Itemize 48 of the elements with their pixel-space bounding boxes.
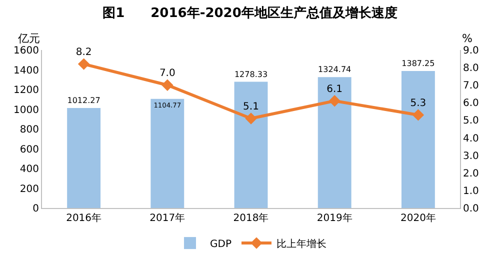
x-tick-label: 2017年 — [150, 212, 186, 224]
bar — [318, 77, 352, 208]
data-label: 8.2 — [76, 46, 92, 58]
y-tick-label: 1600 — [14, 46, 39, 56]
legend-label: GDP — [210, 238, 232, 250]
y-tick-label: 1400 — [14, 65, 39, 76]
y-tick-label: 1000 — [14, 104, 39, 116]
chart-title: 图1 2016年-2020年地区生产总值及增长速度 — [102, 5, 398, 22]
legend-label: 比上年增长 — [276, 238, 326, 250]
x-tick-label: 2016年 — [66, 212, 102, 224]
y2-tick-label: 5.0 — [463, 116, 479, 127]
y-tick-label: 600 — [20, 144, 39, 156]
y2-tick-label: 7.0 — [463, 80, 479, 92]
data-label: 6.1 — [326, 84, 343, 95]
data-label: 1012.27 — [67, 96, 100, 106]
y2-axis-title: % — [462, 32, 472, 45]
data-label: 1387.25 — [402, 59, 435, 68]
data-label: 5.3 — [410, 98, 426, 109]
x-tick-label: 2019年 — [316, 212, 352, 224]
y2-tick-label: 6.0 — [463, 98, 479, 110]
y2-tick-label: 2.0 — [463, 168, 479, 180]
data-label: 7.0 — [159, 68, 176, 79]
data-label: 1324.74 — [318, 65, 352, 74]
x-tick-label: 2020年 — [400, 212, 436, 224]
point — [162, 79, 174, 91]
point — [412, 109, 424, 121]
x-tick-label: 2018年 — [233, 212, 269, 224]
data-label: 1278.33 — [234, 70, 268, 79]
bar — [401, 71, 435, 208]
bar — [67, 108, 101, 208]
bar — [234, 82, 268, 208]
bar — [150, 98, 184, 208]
y-axis-title: 亿元 — [17, 32, 40, 45]
y-tick-label: 0 — [32, 204, 39, 214]
y-tick-label: 1200 — [14, 85, 39, 96]
y2-tick-label: 0.0 — [463, 204, 479, 214]
y-tick-label: 400 — [20, 164, 39, 175]
y-tick-label: 200 — [20, 184, 39, 195]
y2-tick-label: 4.0 — [463, 133, 479, 144]
y2-tick-label: 1.0 — [463, 186, 479, 197]
point — [245, 112, 257, 124]
point — [78, 58, 90, 70]
y-tick-label: 800 — [20, 124, 39, 136]
point — [328, 95, 340, 107]
y2-tick-label: 9.0 — [463, 46, 479, 56]
y2-tick-label: 8.0 — [463, 63, 479, 74]
data-label: 5.1 — [243, 101, 259, 112]
y2-tick-label: 3.0 — [463, 150, 479, 162]
